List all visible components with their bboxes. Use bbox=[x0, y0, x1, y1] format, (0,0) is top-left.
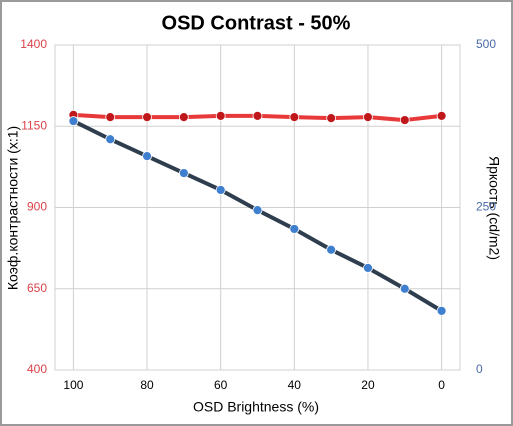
data-point bbox=[142, 151, 152, 162]
data-point bbox=[436, 305, 447, 316]
data-point bbox=[68, 116, 79, 126]
data-point bbox=[252, 205, 263, 216]
x-tick-label: 40 bbox=[288, 378, 302, 392]
x-axis-title: OSD Brightness (%) bbox=[193, 399, 319, 415]
data-point bbox=[252, 110, 263, 121]
y2-tick-label: 250 bbox=[476, 200, 496, 214]
x-tick-label: 0 bbox=[438, 378, 445, 392]
y-tick-label: 650 bbox=[27, 281, 47, 295]
chart-title: OSD Contrast - 50% bbox=[162, 12, 351, 34]
data-point bbox=[178, 168, 189, 178]
data-point bbox=[399, 283, 410, 294]
data-point bbox=[105, 112, 116, 123]
data-point bbox=[289, 112, 300, 123]
x-tick-label: 20 bbox=[361, 378, 375, 392]
data-point bbox=[178, 112, 189, 123]
y2-axis-title: Яркость (cd/m2) bbox=[486, 156, 502, 260]
y-tick-label: 1400 bbox=[20, 37, 47, 51]
data-point bbox=[289, 224, 300, 234]
y-tick-label: 400 bbox=[27, 362, 47, 376]
data-point bbox=[105, 134, 116, 145]
y-axis-title: Коэф.контрастности (x:1) bbox=[5, 126, 21, 290]
data-point bbox=[215, 185, 226, 195]
y-tick-label: 900 bbox=[27, 200, 47, 214]
y-tick-label: 1150 bbox=[21, 118, 47, 132]
data-point bbox=[399, 115, 410, 125]
data-point bbox=[326, 244, 337, 255]
x-tick-label: 80 bbox=[140, 378, 154, 392]
data-point bbox=[326, 113, 337, 124]
data-point bbox=[363, 112, 373, 123]
x-tick-label: 60 bbox=[214, 378, 228, 392]
x-tick-label: 100 bbox=[63, 378, 83, 392]
y2-tick-label: 500 bbox=[476, 37, 496, 51]
y2-tick-label: 0 bbox=[476, 362, 483, 376]
data-point bbox=[363, 263, 373, 273]
data-point bbox=[215, 110, 226, 121]
data-point bbox=[142, 112, 152, 123]
data-point bbox=[436, 110, 447, 121]
